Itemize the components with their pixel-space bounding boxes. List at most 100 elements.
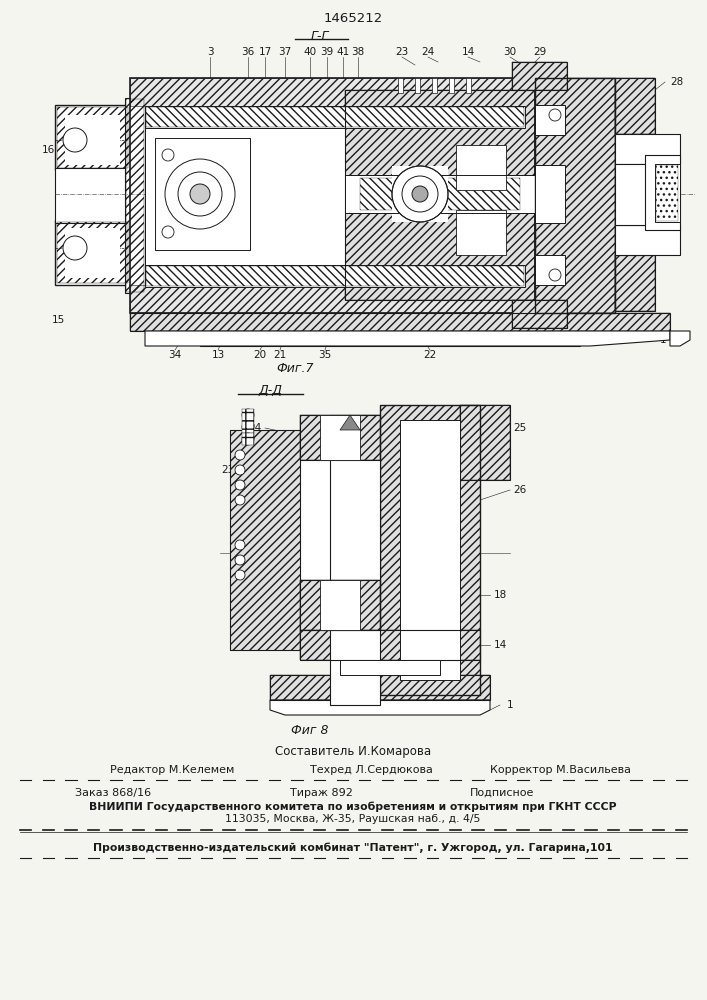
Text: 24: 24 [421,47,435,57]
Bar [456,210,506,255]
Circle shape [235,480,245,490]
Bar [300,415,380,460]
Text: 113035, Москва, Ж-35, Раушская наб., д. 4/5: 113035, Москва, Ж-35, Раушская наб., д. … [226,814,481,824]
Circle shape [235,495,245,505]
Text: 15: 15 [52,315,64,325]
Polygon shape [145,331,670,346]
Text: 36: 36 [241,47,255,57]
Bar [230,430,300,650]
Polygon shape [270,700,490,715]
Bar [432,78,437,93]
Circle shape [235,450,245,460]
Text: 37: 37 [279,47,291,57]
Text: Тираж 892: Тираж 892 [290,788,353,798]
Bar [55,220,130,285]
Text: Заказ 868/16: Заказ 868/16 [75,788,151,798]
Text: Редактор М.Келемем: Редактор М.Келемем [110,765,235,775]
Text: 40: 40 [303,47,317,57]
Text: 27: 27 [668,158,682,168]
Bar [512,62,567,90]
Bar [512,62,567,90]
Bar [130,313,670,331]
Text: Г-Г: Г-Г [311,29,329,42]
Circle shape [242,409,254,421]
Bar [345,175,535,213]
Circle shape [235,570,245,580]
Text: 20: 20 [253,350,267,360]
Text: 24: 24 [248,423,262,433]
Circle shape [412,186,428,202]
Text: 33: 33 [598,277,612,287]
Circle shape [242,421,254,433]
Circle shape [235,540,245,550]
Bar [615,225,680,255]
Bar [330,415,380,705]
Text: 1: 1 [507,700,513,710]
Bar [300,580,380,630]
Bar [300,630,480,660]
Bar [400,420,460,680]
Bar [615,164,657,225]
Bar [130,78,535,106]
Bar [655,164,680,222]
Bar [145,128,345,265]
Text: 17: 17 [258,47,271,57]
Text: 14: 14 [462,47,474,57]
Circle shape [178,172,222,216]
Bar [270,675,490,700]
Bar [270,675,490,700]
Bar [130,285,535,313]
Text: 39: 39 [320,47,334,57]
Bar [360,178,520,210]
Text: 29: 29 [533,47,547,57]
Bar [535,255,565,285]
Text: Корректор М.Васильева: Корректор М.Васильева [490,765,631,775]
Text: 14: 14 [493,640,507,650]
Bar [130,78,535,313]
Circle shape [402,176,438,212]
Text: Д-Д: Д-Д [258,383,282,396]
Bar [155,138,250,250]
Circle shape [162,226,174,238]
Text: Техред Л.Сердюкова: Техред Л.Сердюкова [310,765,433,775]
Circle shape [242,433,254,445]
Bar [145,106,525,128]
Circle shape [63,128,87,152]
Text: 3: 3 [206,47,214,57]
Text: 35: 35 [318,350,332,360]
Bar [230,430,300,650]
Bar [645,155,680,230]
Bar [300,430,380,650]
Circle shape [549,269,561,281]
Bar [615,255,655,311]
Bar [65,228,120,278]
Text: 18: 18 [493,590,507,600]
Text: 13: 13 [211,350,225,360]
Circle shape [162,149,174,161]
Bar [456,145,506,190]
Text: 21: 21 [274,350,286,360]
Bar [200,331,580,346]
Bar [380,405,480,695]
Text: 41: 41 [337,47,350,57]
Bar [392,166,448,222]
Text: 23: 23 [395,47,409,57]
Circle shape [235,465,245,475]
Bar [320,415,360,460]
Bar [345,90,535,300]
Bar [512,300,567,328]
Bar [65,115,120,165]
Bar [242,421,254,433]
Text: 32: 32 [655,215,668,225]
Bar [57,107,128,168]
Text: 26: 26 [513,485,527,495]
Text: ВНИИПИ Государственного комитета по изобретениям и открытиям при ГКНТ СССР: ВНИИПИ Государственного комитета по изоб… [89,802,617,812]
Text: 34: 34 [168,350,182,360]
Text: 18: 18 [598,265,612,275]
Text: 16: 16 [42,145,54,155]
Polygon shape [340,415,360,430]
Bar [300,630,480,660]
Bar [340,660,440,675]
Bar [615,255,655,311]
Bar [242,409,254,421]
